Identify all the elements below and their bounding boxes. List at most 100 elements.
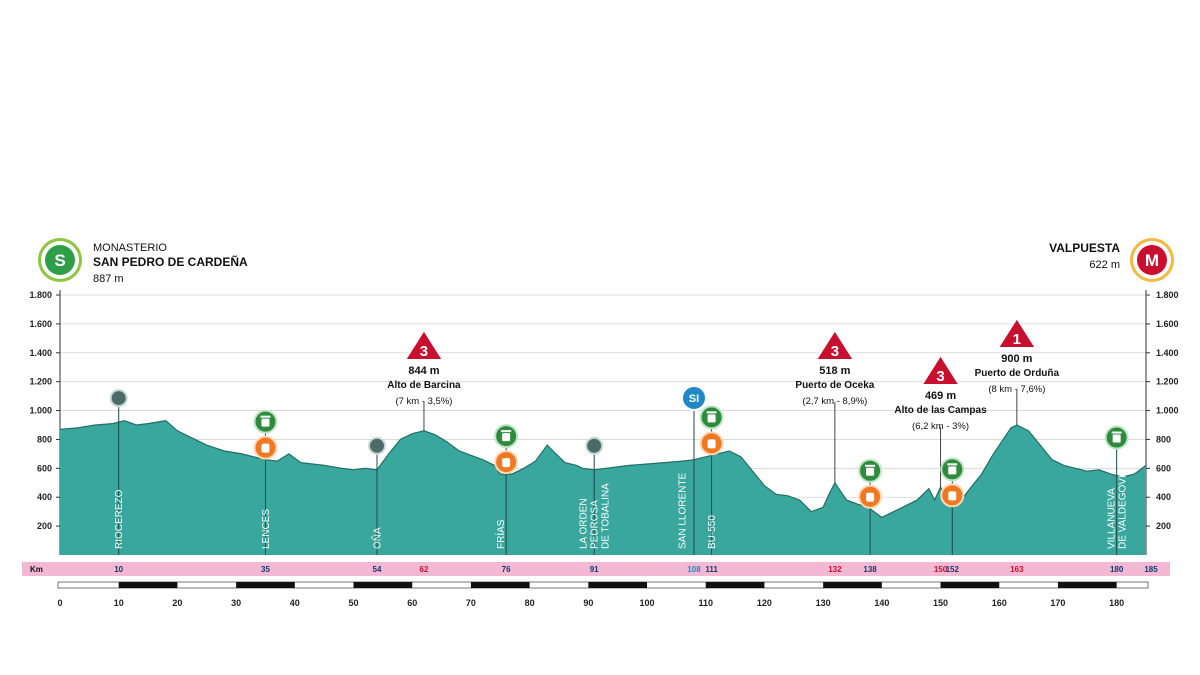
x-tick-label: 150 [933,598,948,608]
feed-zone-icon-bag [261,443,270,453]
climb-elevation: 900 m [1001,353,1032,365]
y-tick-label: 800 [37,434,52,444]
y-tick-label: 600 [1156,463,1171,473]
y-tick-label: 1.800 [1156,290,1179,300]
y-tick-label: 1.600 [29,319,52,329]
finish-badge-letter: M [1145,251,1159,270]
y-tick-label: 800 [1156,434,1171,444]
y-tick-label: 1.400 [1156,348,1179,358]
y-tick-label: 600 [37,463,52,473]
y-tick-label: 200 [1156,521,1171,531]
sprint-marker-label: SI [689,393,699,405]
place-label: FRÍAS [494,519,507,549]
elevation-profile-outline [59,420,1147,519]
bin-icon-body [866,467,875,476]
ruler-segment [588,582,648,588]
x-tick-label: 110 [698,598,713,608]
km-marker-label: 54 [373,565,382,574]
place-label: VILLANUEVA [1107,488,1118,549]
x-tick-label: 130 [816,598,831,608]
climb-detail: (7 km - 3,5%) [395,396,452,407]
feed-zone-icon-bag [948,491,957,501]
x-tick-label: 120 [757,598,772,608]
bin-icon-lid [865,464,876,467]
climb-name: Alto de Barcina [387,380,461,391]
climb-category-icon [996,317,1037,349]
climb-category-label: 1 [1013,331,1021,348]
x-tick-label: 170 [1050,598,1065,608]
ruler-segment [353,582,413,588]
climb-category-icon [814,329,855,361]
ruler-segment [940,582,1000,588]
feed-zone-icon-bag [866,492,875,502]
place-label: DE TOBALINA [601,483,612,549]
ruler-segment [118,582,178,588]
start-line1: MONASTERIO [93,242,167,254]
climb-detail: (2,7 km - 8,9%) [802,396,867,407]
x-tick-label: 70 [466,598,476,608]
x-tick-label: 140 [874,598,889,608]
climb-category-label: 3 [936,368,944,385]
climb-annotations: 3 844 m Alto de Barcina (7 km - 3,5%) 3 518 m… [387,317,1060,432]
y-tick-label: 1.000 [29,406,52,416]
place-label: DE VALDEGOVIA [1118,468,1129,549]
x-tick-label: 50 [349,598,359,608]
x-tick-label: 80 [525,598,535,608]
climb-elevation: 469 m [925,390,956,402]
place-label: LA ORDEN [579,498,590,549]
sprint-marker [680,385,707,411]
waypoint-marker [585,436,604,455]
finish-name: VALPUESTA [1049,241,1120,255]
x-tick-label: 40 [290,598,300,608]
bin-icon-lid [706,411,717,414]
climb-elevation: 518 m [819,365,850,377]
y-tick-label: 1.400 [29,348,52,358]
km-marker-label: 62 [420,565,429,574]
bin-icon-body [1112,434,1121,443]
ruler-segment [470,582,530,588]
km-band [22,562,1170,576]
km-marker-label: 76 [502,565,511,574]
km-marker-label: 152 [946,565,960,574]
y-tick-label: 1.200 [29,377,52,387]
place-label: SAN LLORENTE [678,473,689,549]
ruler-segment [823,582,882,588]
place-label: BU-550 [707,515,718,549]
place-labels: RIOCEREZO LENCES OÑA FRÍAS LA ORDEN PEDROSA DE… [114,468,1128,549]
finish-badge: M [1130,238,1174,282]
climb-category-icon [403,329,444,361]
x-tick-label: 100 [640,598,655,608]
x-tick-label: 90 [583,598,593,608]
climb-category-icon [920,354,961,386]
km-marker-label: 108 [687,565,701,574]
start-elevation: 887 m [93,273,124,285]
climb-name: Alto de las Campas [894,405,987,416]
km-marker-label: 111 [705,565,718,574]
route-markers: SI [109,385,1129,509]
start-badge: S [38,238,82,282]
km-marker-label: 180 [1110,565,1124,574]
ruler-segment [1057,582,1117,588]
place-label: RIOCEREZO [114,489,125,549]
y-axis-right: 200 400 600 800 1.000 1.200 1.400 1.600 1.800 [1156,290,1179,531]
waypoint-marker [109,389,128,408]
distance-ruler: 0 10 20 30 40 50 60 70 80 90 100 110 120 130 140 150 160… [57,581,1149,608]
start-name: SAN PEDRO DE CARDEÑA [93,254,248,269]
x-tick-label: 160 [992,598,1007,608]
x-tick-label: 30 [231,598,241,608]
y-tick-label: 1.800 [29,290,52,300]
y-tick-label: 400 [37,492,52,502]
x-tick-label: 180 [1109,598,1124,608]
feed-zone-icon-bag [502,458,511,468]
finish-elevation: 622 m [1089,259,1120,271]
km-marker-label: 185 [1144,565,1158,574]
x-tick-label: 60 [407,598,417,608]
y-axis-left: 200 400 600 800 1.000 1.200 1.400 1.600 1.800 [29,290,52,531]
place-label: OÑA [370,527,383,549]
km-marker-label: 10 [114,565,123,574]
waypoint-marker [367,436,386,455]
bin-icon-body [261,418,270,427]
climb-detail: (8 km - 7,6%) [988,384,1045,395]
